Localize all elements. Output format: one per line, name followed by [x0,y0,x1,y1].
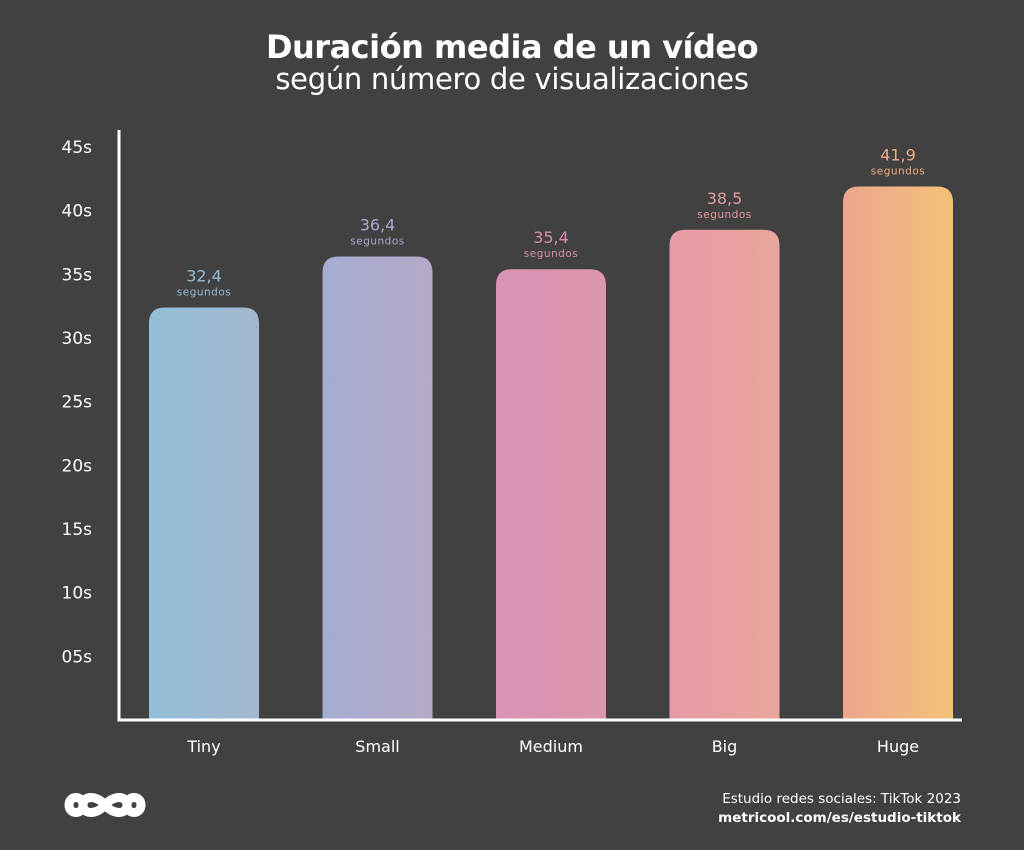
y-tick-label: 45s [62,138,93,158]
x-tick-label: Huge [877,737,919,756]
bar-big [669,229,780,720]
bar-medium [496,269,606,720]
x-tick-label: Big [712,737,738,756]
bar-huge [843,186,953,720]
bar-tiny [149,307,259,720]
chart-subtitle: según número de visualizaciones [275,62,749,96]
data-label-unit: segundos [524,248,578,260]
footer-source: Estudio redes sociales: TikTok 2023 [722,791,961,807]
chart-title: Duración media de un vídeo [265,28,759,66]
bar-small [322,256,433,720]
x-tick-label: Tiny [186,737,220,756]
data-label-value: 38,5 [707,189,743,208]
y-tick-label: 10s [62,584,93,604]
data-label-unit: segundos [697,209,751,221]
y-tick-label: 40s [62,202,93,222]
footer: Estudio redes sociales: TikTok 2023 metr… [718,790,961,828]
y-tick-label: 15s [62,520,93,540]
data-label-value: 32,4 [186,266,222,285]
bars [149,186,953,720]
x-tick-label: Medium [519,737,583,756]
y-tick-label: 25s [62,393,93,413]
footer-url: metricool.com/es/estudio-tiktok [718,810,961,826]
y-axis-ticks: 05s 10s 15s 20s 25s 30s 35s 40s 45s [62,138,93,667]
y-tick-label: 20s [62,456,93,476]
metricool-logo-icon [64,793,146,817]
data-label-value: 41,9 [880,145,916,164]
data-label-unit: segundos [350,236,404,248]
y-tick-label: 35s [62,265,93,285]
data-label-value: 35,4 [533,228,569,247]
y-tick-label: 05s [62,647,93,667]
x-axis-ticks: Tiny Small Medium Big Huge [186,737,919,756]
y-tick-label: 30s [62,329,93,349]
data-label-unit: segundos [177,286,231,298]
x-tick-label: Small [355,737,399,756]
data-label-value: 36,4 [360,216,396,235]
data-label-unit: segundos [871,165,925,177]
